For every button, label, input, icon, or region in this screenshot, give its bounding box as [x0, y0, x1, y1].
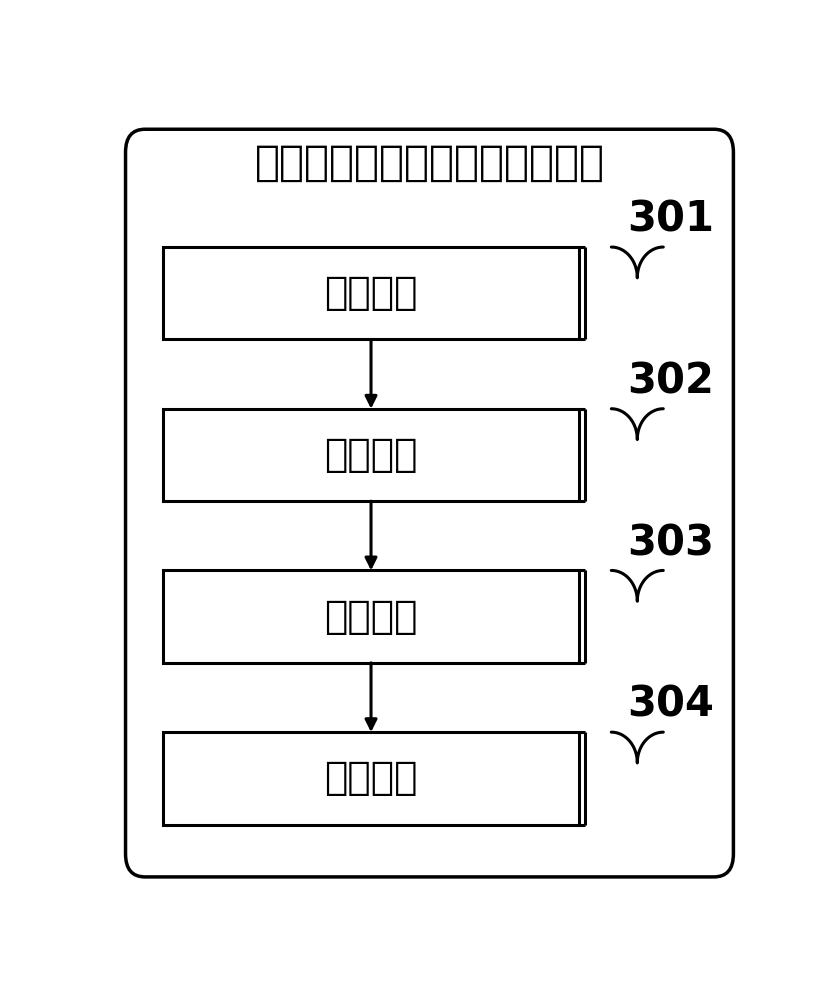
Bar	[163, 247, 579, 339]
Text: 302: 302	[628, 361, 715, 403]
Text: 301: 301	[628, 199, 715, 241]
Text: 管道清管过程的安全性确定装置: 管道清管过程的安全性确定装置	[255, 141, 604, 183]
Text: 303: 303	[628, 522, 715, 564]
Bar	[163, 570, 579, 663]
Bar	[163, 732, 579, 825]
FancyBboxPatch shape	[126, 129, 733, 877]
Text: 确定模块: 确定模块	[324, 759, 418, 797]
Text: 模拟模块: 模拟模块	[324, 598, 418, 636]
Text: 304: 304	[628, 684, 715, 726]
Bar	[163, 409, 579, 501]
Text: 建立模块: 建立模块	[324, 436, 418, 474]
Text: 获取模块: 获取模块	[324, 274, 418, 312]
